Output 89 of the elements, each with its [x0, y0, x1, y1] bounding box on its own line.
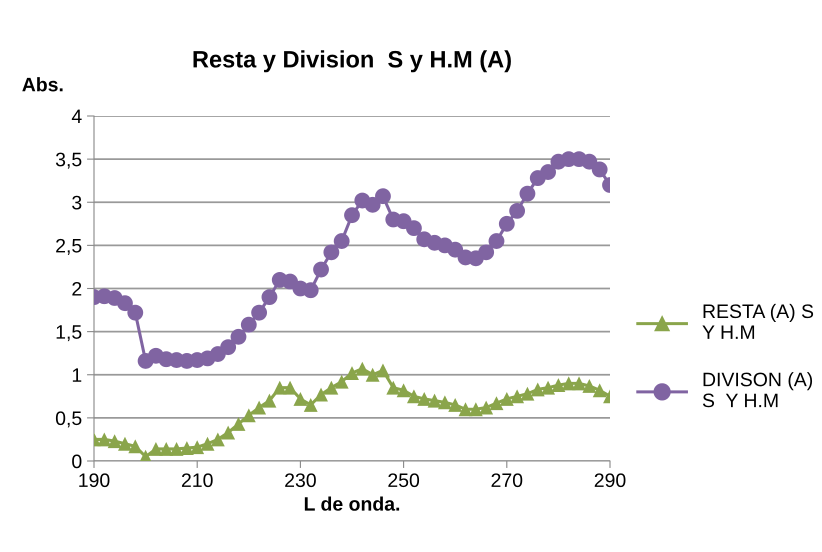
legend-label: DIVISON (A) S Y H.M: [702, 372, 812, 408]
point: [230, 328, 246, 345]
y-tick-label: 2,5: [56, 238, 82, 255]
x-tick-label: 290: [594, 473, 626, 488]
point: [190, 440, 204, 454]
point: [396, 383, 411, 398]
point: [540, 164, 556, 180]
y-tick-label: 3: [72, 196, 82, 210]
point: [302, 282, 319, 298]
point: [510, 389, 524, 404]
point: [448, 398, 462, 412]
point: [220, 339, 236, 356]
point: [428, 394, 442, 408]
legend-label: RESTA (A) S Y H.M: [702, 304, 814, 339]
point: [551, 378, 566, 392]
chart-title: Resta y Division S y H.M (A): [194, 50, 511, 72]
point: [304, 398, 318, 412]
point: [262, 394, 276, 408]
y-tick-label: 0: [72, 454, 82, 468]
x-tick-label: 190: [79, 473, 110, 488]
point: [478, 244, 494, 260]
point: [240, 316, 257, 333]
point: [376, 363, 390, 378]
point: [200, 436, 214, 451]
point: [406, 220, 422, 236]
point: [375, 188, 391, 204]
y-tick-label: 1,5: [56, 325, 82, 342]
point: [334, 374, 349, 389]
point: [262, 289, 278, 306]
point: [252, 400, 266, 414]
point: [345, 366, 359, 380]
y-tick-label: 2: [72, 282, 82, 296]
y-tick-label: 1: [72, 368, 82, 382]
point: [242, 408, 256, 422]
point: [592, 383, 607, 398]
point: [490, 396, 504, 410]
point: [251, 304, 268, 321]
point: [509, 202, 526, 219]
point: [221, 426, 236, 440]
x-tick-label: 210: [182, 473, 213, 488]
point: [468, 402, 483, 416]
point: [128, 439, 142, 454]
point: [293, 392, 308, 406]
point: [323, 244, 340, 260]
point: [520, 186, 536, 202]
point: [97, 432, 112, 446]
x-tick-label: 250: [388, 473, 420, 488]
point: [541, 380, 556, 395]
point: [479, 400, 494, 414]
point: [530, 382, 545, 396]
point: [324, 380, 338, 395]
y-tick-label: 4: [72, 110, 82, 124]
point: [366, 368, 380, 382]
point: [344, 207, 360, 224]
point: [180, 441, 194, 456]
y-axis-title: Abs.: [22, 77, 63, 92]
point: [488, 233, 504, 249]
point: [334, 233, 350, 249]
point: [572, 376, 586, 390]
point: [406, 389, 421, 404]
point: [283, 380, 298, 395]
x-axis-title: L de onda.: [304, 496, 400, 511]
point: [314, 388, 328, 402]
point: [582, 379, 596, 393]
point: [127, 304, 144, 321]
point: [210, 432, 225, 446]
point: [592, 162, 608, 178]
point: [313, 262, 329, 278]
point: [232, 416, 246, 431]
point: [117, 295, 133, 312]
point: [108, 434, 122, 448]
point: [386, 380, 400, 395]
x-tick-label: 270: [492, 473, 522, 488]
y-tick-label: 0,5: [56, 411, 82, 428]
point: [417, 392, 432, 406]
point: [118, 436, 132, 451]
point: [498, 216, 515, 232]
point: [148, 442, 163, 456]
point: [355, 362, 370, 376]
point: [520, 386, 534, 401]
y-tick-label: 3,5: [56, 152, 82, 169]
point: [562, 376, 576, 390]
x-tick-label: 230: [285, 473, 316, 488]
point: [500, 392, 514, 406]
point: [159, 442, 174, 456]
point: [272, 380, 287, 395]
point: [170, 442, 184, 456]
point: [438, 395, 452, 410]
point: [364, 196, 381, 213]
